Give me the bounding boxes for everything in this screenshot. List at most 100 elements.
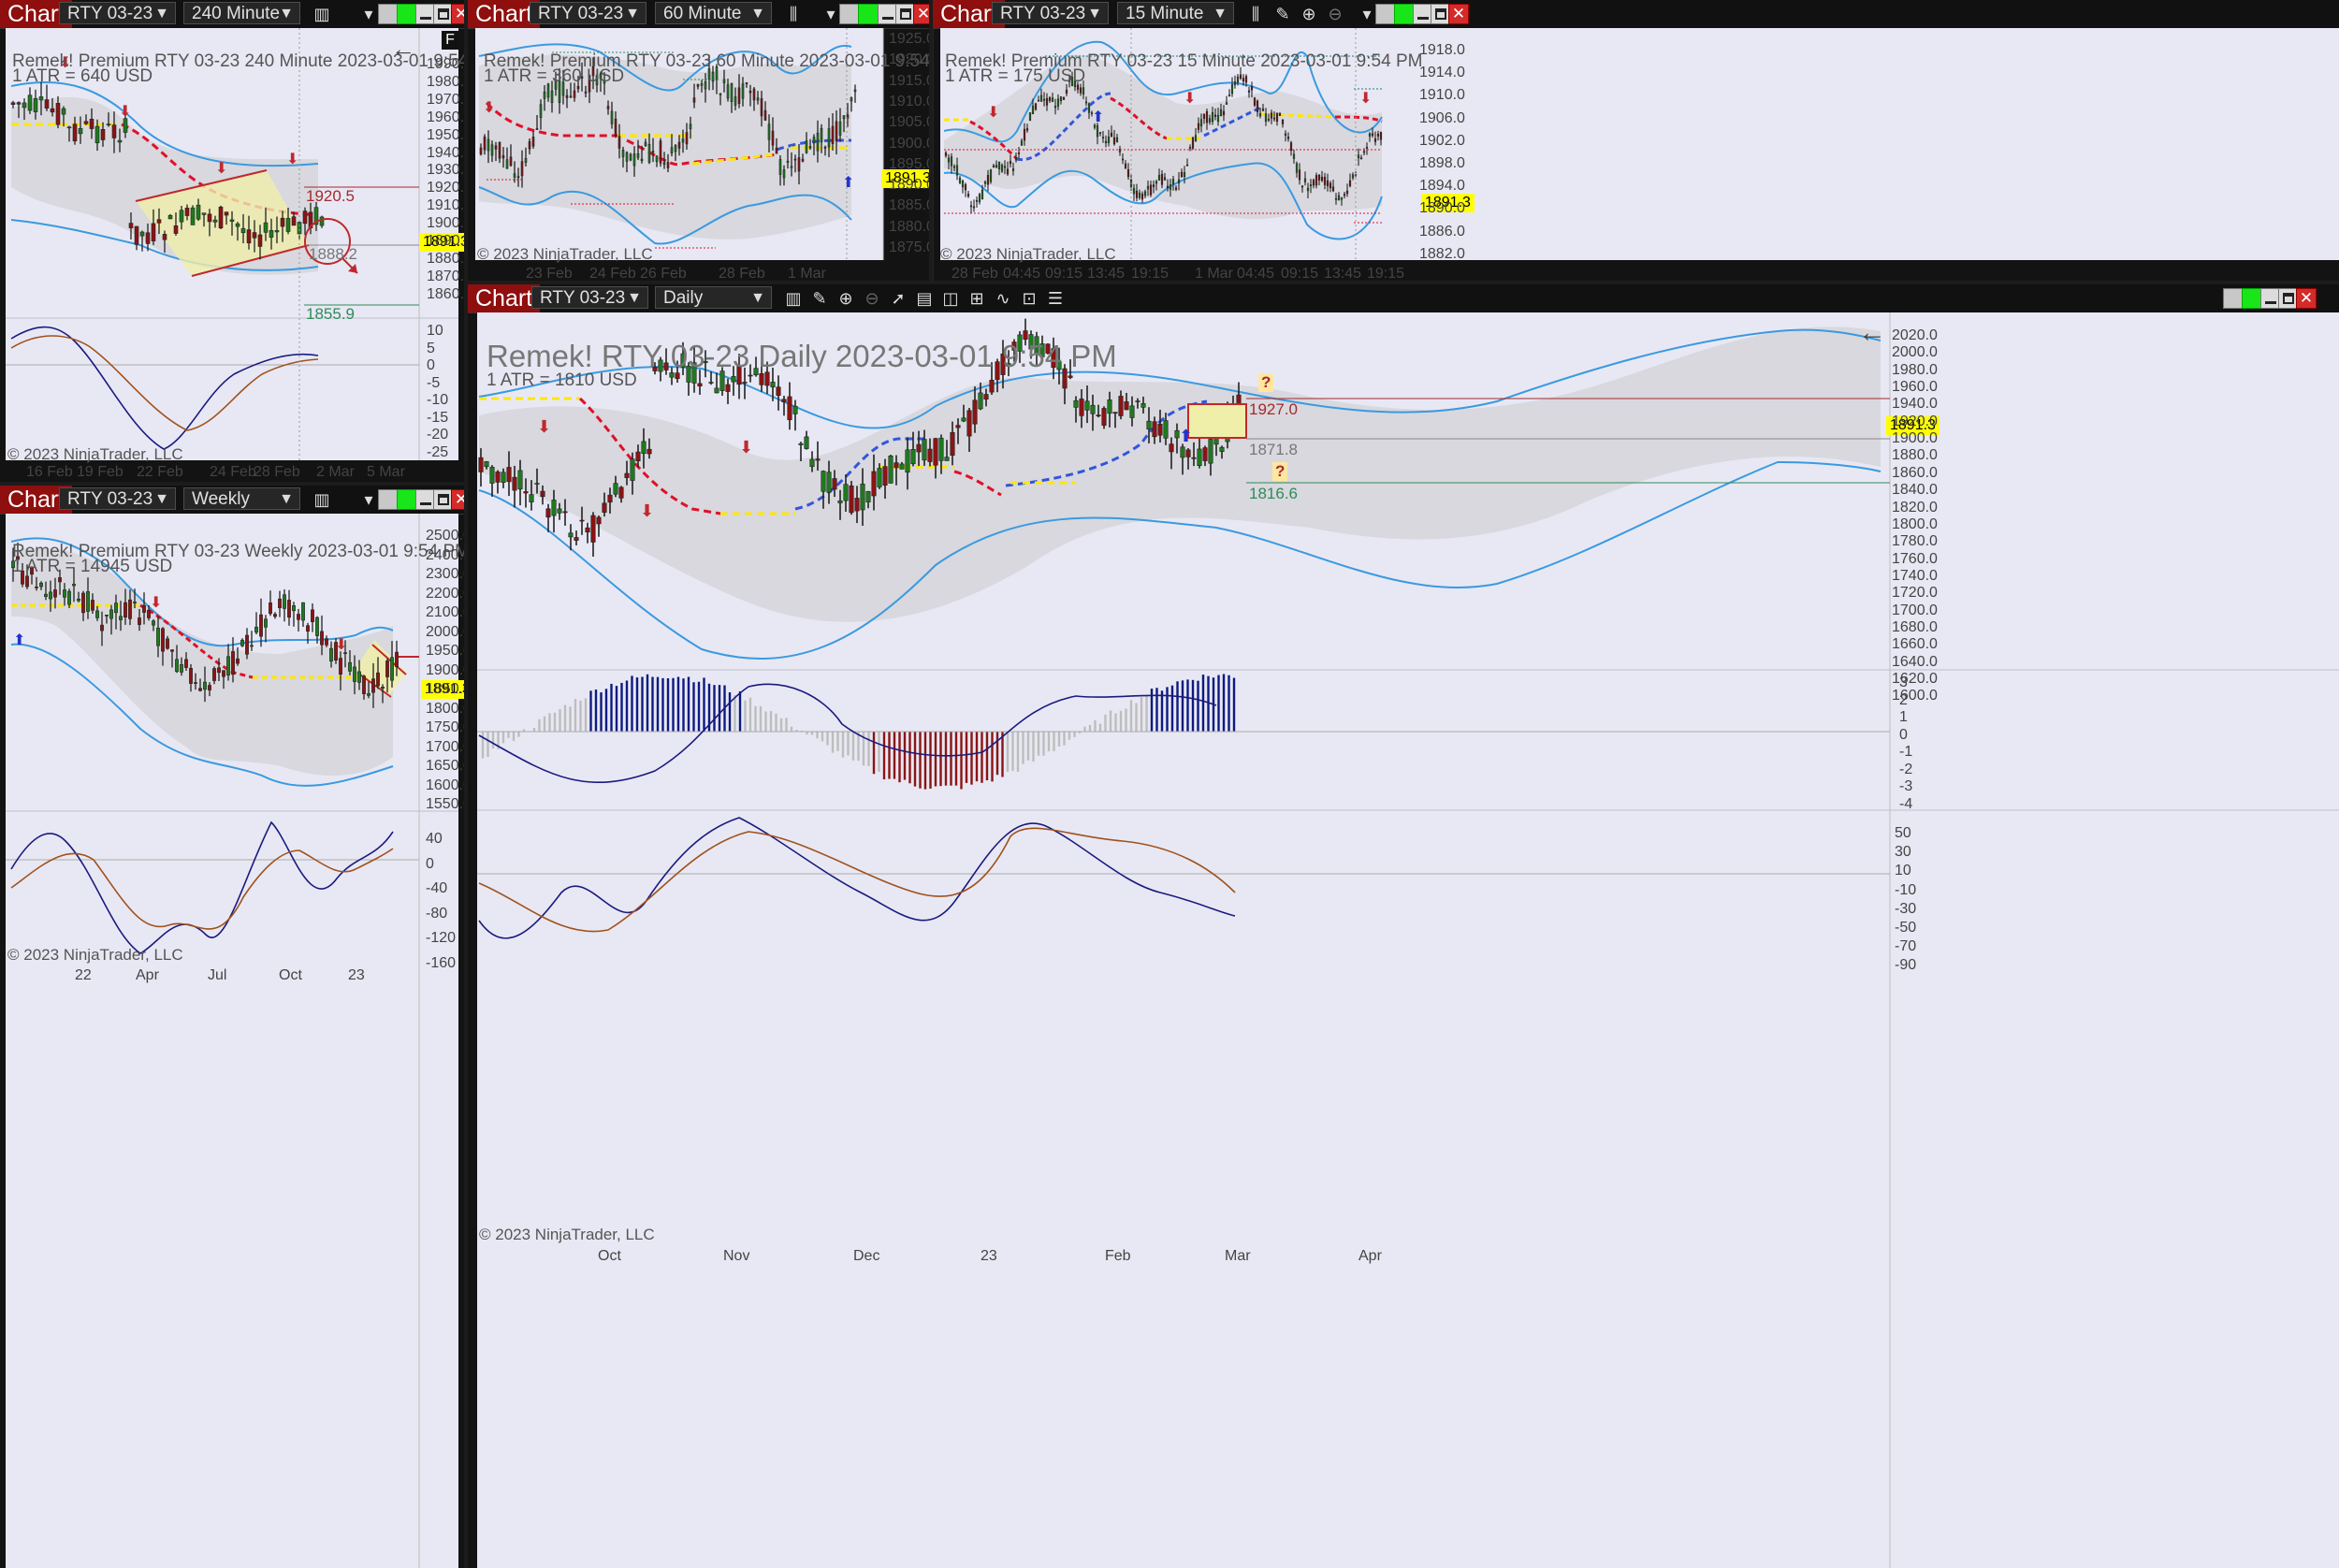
y-tick-label: -50: [1895, 920, 1917, 936]
interval-value: Daily: [663, 288, 704, 308]
dropdown-arrow-icon[interactable]: ▾: [1362, 5, 1372, 23]
instrument-selector[interactable]: RTY 03-23 ▼: [531, 286, 648, 309]
candle-body: [1059, 96, 1063, 101]
candlesticks-240: [10, 81, 325, 260]
f-button[interactable]: F: [442, 31, 458, 50]
svg-text:⬇: ⬇: [537, 417, 551, 436]
candle-body: [787, 396, 792, 421]
bar-type-icon[interactable]: ▥: [785, 289, 802, 308]
svg-text:⬆: ⬆: [1179, 427, 1193, 445]
instrument-selector[interactable]: RTY 03-23 ▼: [59, 2, 176, 24]
instrument-selector[interactable]: RTY 03-23 ▼: [992, 2, 1109, 24]
question-mark-lower[interactable]: ?: [1272, 462, 1288, 481]
bar-type-icon[interactable]: ⫼: [1251, 5, 1260, 23]
chart-trader-icon[interactable]: ◫: [942, 289, 959, 308]
bar-type-icon[interactable]: ▥: [313, 5, 330, 23]
x-tick-label: Oct: [279, 967, 302, 983]
candle-body: [636, 152, 640, 158]
candle-body: [776, 386, 781, 397]
instrument-selector[interactable]: RTY 03-23 ▼: [530, 2, 646, 24]
indicators-icon[interactable]: ∿: [995, 289, 1010, 308]
dropdown-arrow-icon[interactable]: ▾: [364, 5, 373, 23]
y-tick-label: 1880.0: [1892, 447, 1938, 464]
y-tick-label: 1950.0: [427, 126, 464, 143]
candle-body: [573, 90, 576, 98]
candle-body: [797, 157, 801, 172]
candle-body: [1270, 112, 1273, 119]
maximize-button[interactable]: [433, 489, 454, 510]
zoom-out-icon[interactable]: ⊖: [1328, 5, 1343, 23]
candle-body: [801, 158, 805, 162]
maximize-button[interactable]: [895, 4, 916, 24]
close-button[interactable]: ✕: [451, 489, 464, 510]
zoom-in-icon[interactable]: ⊕: [838, 289, 853, 308]
candle-body: [1177, 179, 1181, 183]
y-tick-label: 1894.0: [1419, 178, 1465, 195]
question-mark-upper[interactable]: ?: [1258, 373, 1274, 392]
close-button[interactable]: ✕: [451, 4, 464, 24]
dropdown-arrow-icon[interactable]: ▾: [364, 490, 373, 509]
copyright: © 2023 NinjaTrader, LLC: [7, 946, 183, 964]
candle-body: [983, 181, 987, 184]
maximize-button[interactable]: [1431, 4, 1451, 24]
candle-body: [826, 472, 832, 493]
zoom-in-icon[interactable]: ⊕: [1301, 5, 1316, 23]
dropdown-arrow-icon[interactable]: ▾: [826, 5, 835, 23]
chart-menu-button[interactable]: Chart: [933, 0, 1006, 28]
interval-selector[interactable]: Daily ▼: [655, 286, 772, 309]
interval-selector[interactable]: 15 Minute ▼: [1117, 2, 1234, 24]
instrument-value: RTY 03-23: [540, 288, 626, 308]
candle-body: [853, 89, 857, 93]
bar-type-icon[interactable]: ▥: [313, 490, 330, 509]
back-arrow-icon[interactable]: ←: [1858, 317, 1886, 348]
bar-type-icon[interactable]: ⫼: [789, 5, 798, 23]
pointer-icon[interactable]: ➚: [891, 289, 906, 308]
interval-selector[interactable]: 60 Minute ▼: [655, 2, 772, 24]
level-lower: 1816.6: [1249, 485, 1298, 502]
chart-title: Remek! RTY 03-23 Daily 2023-03-01 9:54 P…: [487, 339, 1117, 373]
candle-body: [1017, 152, 1021, 154]
atr-label: 1 ATR = 1810 USD: [487, 370, 637, 390]
candle-body: [613, 483, 618, 495]
candle-body: [831, 125, 835, 144]
chevron-down-icon: ▼: [750, 290, 765, 306]
candle-body: [1180, 446, 1185, 458]
candle-body: [1373, 138, 1377, 142]
close-button[interactable]: ✕: [1448, 4, 1469, 24]
x-tick-label: Apr: [1358, 1248, 1382, 1264]
back-arrow-icon[interactable]: ←: [391, 35, 415, 63]
candle-body: [1242, 78, 1245, 82]
draw-tool-icon[interactable]: ✎: [1275, 5, 1290, 23]
candle-body: [1068, 80, 1071, 82]
candle-body: [1286, 137, 1290, 139]
candle-body: [827, 128, 831, 148]
templates-icon[interactable]: ⊡: [1022, 289, 1037, 308]
x-tick-label: 22: [75, 967, 92, 983]
chart-menu-button[interactable]: Chart: [468, 0, 541, 28]
chart-toolbar: Chart RTY 03-23 ▼ 240 Minute ▼ ▥ ▾ ✕: [0, 0, 464, 29]
properties-icon[interactable]: ☰: [1047, 289, 1064, 308]
instrument-selector[interactable]: RTY 03-23 ▼: [59, 487, 176, 510]
interval-selector[interactable]: 240 Minute ▼: [183, 2, 300, 24]
interval-selector[interactable]: Weekly ▼: [183, 487, 300, 510]
candle-body: [1023, 330, 1028, 341]
y-tick-label: 1920.0: [889, 51, 929, 68]
draw-tool-icon[interactable]: ✎: [812, 289, 827, 308]
candle-body: [808, 146, 812, 149]
candle-body: [950, 431, 955, 456]
candle-body: [1345, 190, 1349, 195]
candle-body: [1160, 173, 1164, 185]
data-box-icon[interactable]: ▤: [916, 289, 933, 308]
close-button[interactable]: ✕: [913, 4, 929, 24]
candle-body: [39, 582, 43, 588]
candle-body: [501, 155, 505, 159]
candle-body: [580, 76, 584, 79]
chevron-down-icon: ▼: [279, 6, 294, 22]
chart-menu-button[interactable]: Chart: [468, 284, 541, 312]
strategies-icon[interactable]: ⊞: [969, 289, 984, 308]
zoom-out-icon[interactable]: ⊖: [864, 289, 879, 308]
close-button[interactable]: ✕: [2296, 288, 2317, 309]
maximize-button[interactable]: [433, 4, 454, 24]
atr-label: 1 ATR = 640 USD: [12, 66, 153, 86]
candle-body: [782, 169, 786, 179]
